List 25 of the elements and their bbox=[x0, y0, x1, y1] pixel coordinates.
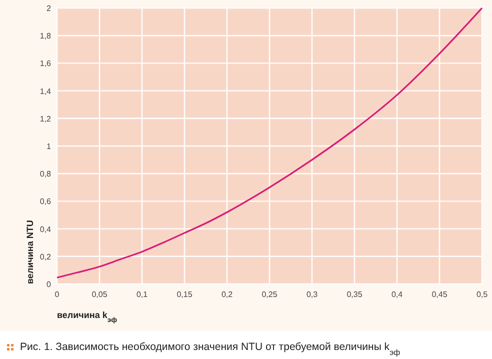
y-tick-label: 0,8 bbox=[40, 170, 52, 179]
x-tick-label: 0,35 bbox=[346, 290, 363, 299]
x-axis-title: величина k$_{эф}$ bbox=[57, 310, 118, 324]
y-tick-label: 1 bbox=[46, 142, 52, 151]
y-tick-label: 2 bbox=[46, 4, 52, 13]
y-tick-label: 0,6 bbox=[40, 197, 52, 206]
x-tick-label: 0,4 bbox=[391, 290, 404, 299]
x-tick-label: 0,05 bbox=[92, 290, 108, 299]
x-tick-label: 0,3 bbox=[306, 290, 318, 299]
y-tick-label: 0 bbox=[46, 280, 52, 289]
y-tick-label: 1,6 bbox=[40, 59, 52, 68]
x-tick-label: 0,5 bbox=[476, 290, 488, 299]
x-tick-label: 0,1 bbox=[136, 290, 148, 299]
x-tick-label: 0,2 bbox=[221, 290, 234, 299]
x-tick-label: 0,45 bbox=[432, 290, 448, 299]
y-tick-label: 0,2 bbox=[40, 252, 52, 262]
y-tick-label: 1,8 bbox=[40, 32, 52, 41]
x-tick-label: 0,15 bbox=[176, 290, 193, 299]
y-tick-label: 0,4 bbox=[40, 224, 52, 234]
y-axis-title: величина NTU bbox=[25, 220, 35, 284]
text: Рис. 1. Зависимость необходимого значения NTU от требуемой величины k$_{эф}$ bbox=[20, 341, 401, 356]
y-tick-label: 1,2 bbox=[40, 114, 52, 124]
y-tick-label: 1,4 bbox=[40, 86, 52, 96]
x-tick-label: 0,25 bbox=[262, 290, 278, 299]
x-tick-label: 0 bbox=[54, 290, 60, 299]
